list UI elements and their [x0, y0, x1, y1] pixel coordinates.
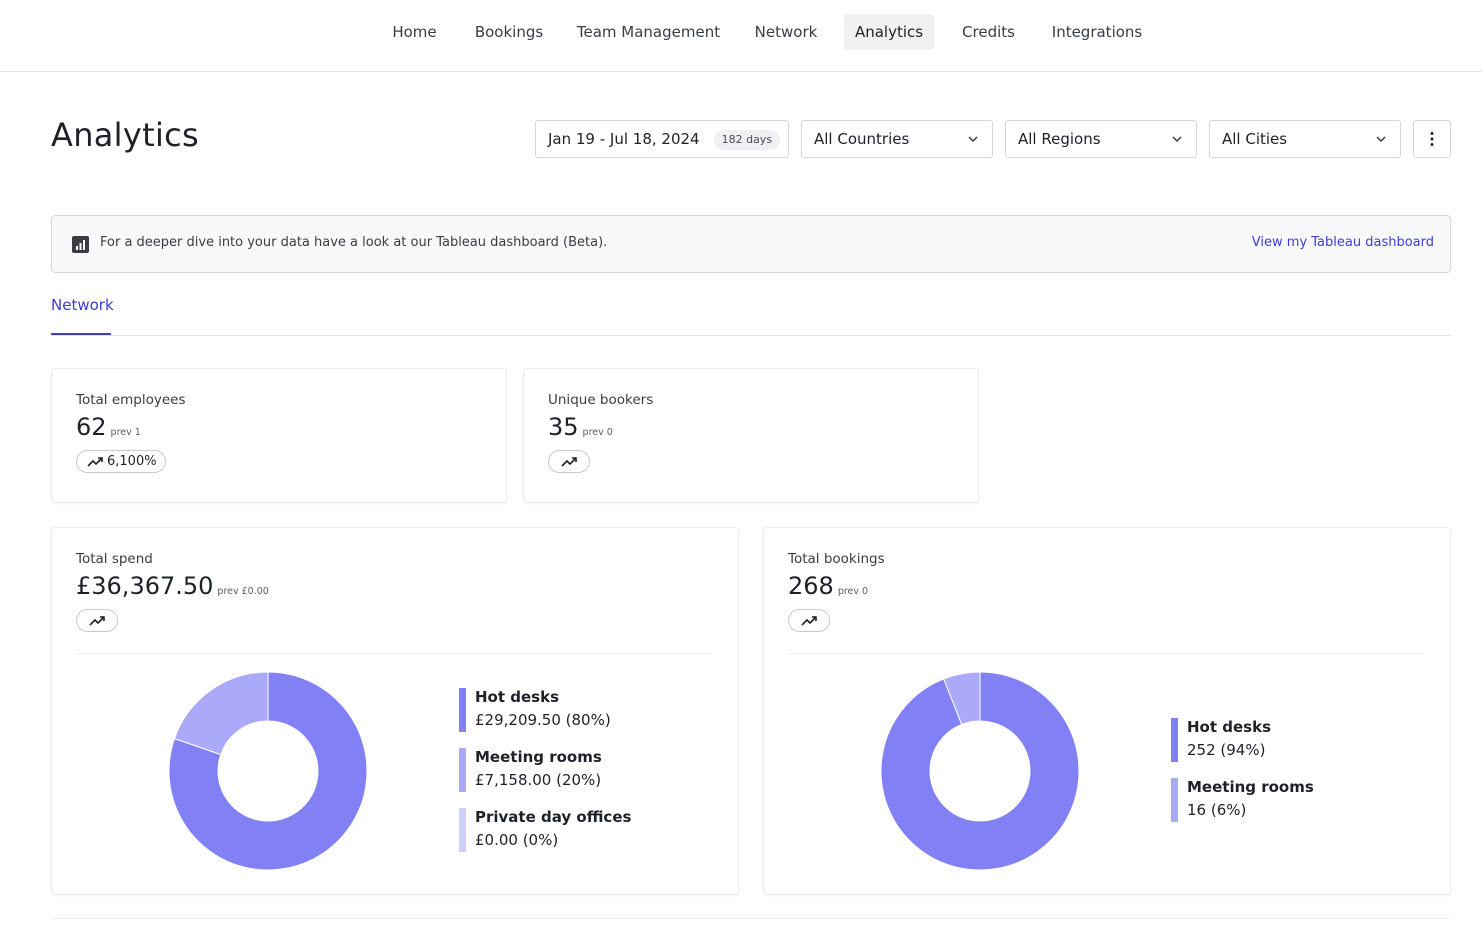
trend-up-icon [801, 616, 817, 626]
card-label: Total bookings [788, 551, 885, 567]
trend-change: 6,100% [107, 454, 157, 469]
nav-item-analytics[interactable]: Analytics [844, 14, 934, 50]
legend-value: 252 (94%) [1187, 741, 1266, 759]
tab-bar: Network [51, 290, 1451, 336]
card-label: Unique bookers [548, 392, 654, 408]
nav-item-bookings[interactable]: Bookings [474, 23, 544, 41]
days-badge: 182 days [713, 130, 781, 150]
legend-name: Private day offices [475, 808, 632, 826]
donut-slice-meeting-rooms[interactable] [943, 671, 981, 726]
card-label: Total spend [76, 551, 153, 567]
stat-value: £36,367.50 [76, 572, 214, 600]
top-navigation: Home Bookings Team Management Network An… [0, 0, 1482, 72]
kebab-icon [1430, 132, 1434, 146]
total-spend-card: Total spend £36,367.50 prev £0.00 Hot des… [51, 527, 739, 895]
legend-name: Meeting rooms [1187, 778, 1314, 796]
legend-name: Hot desks [475, 688, 559, 706]
total-bookings-card: Total bookings 268 prev 0 Hot desks 252 (9… [763, 527, 1451, 895]
city-select-value: All Cities [1222, 130, 1288, 148]
nav-item-home[interactable]: Home [392, 23, 437, 41]
legend-value: £7,158.00 (20%) [475, 771, 602, 789]
country-select[interactable]: All Countries [801, 120, 993, 158]
stat-value: 35 [548, 413, 579, 441]
more-options-button[interactable] [1413, 120, 1451, 158]
legend-name: Hot desks [1187, 718, 1271, 736]
stat-value: 268 [788, 572, 834, 600]
stat-value: 62 [76, 413, 107, 441]
legend-value: £0.00 (0%) [475, 831, 559, 849]
section-divider [51, 918, 1451, 919]
legend-value: £29,209.50 (80%) [475, 711, 611, 729]
bookings-donut-chart [880, 671, 1080, 871]
tableau-banner: For a deeper dive into your data have a … [51, 215, 1451, 273]
card-value: 62 prev 1 [76, 413, 141, 441]
prev-value: prev 1 [110, 427, 141, 438]
date-range-picker[interactable]: Jan 19 - Jul 18, 2024 182 days [535, 120, 789, 158]
chevron-down-icon [1172, 136, 1182, 143]
legend-swatch [459, 808, 466, 852]
legend-name: Meeting rooms [475, 748, 602, 766]
banner-text: For a deeper dive into your data have a … [100, 235, 608, 250]
trend-pill [788, 609, 830, 632]
donut-slice-hot-desks[interactable] [168, 671, 368, 871]
legend-swatch [1171, 778, 1178, 822]
chevron-down-icon [968, 136, 978, 143]
tab-network[interactable]: Network [51, 296, 114, 314]
total-employees-card: Total employees 62 prev 1 6,100% [51, 368, 507, 503]
legend-swatch [459, 688, 466, 732]
chevron-down-icon [1376, 136, 1386, 143]
card-divider [76, 653, 712, 654]
date-range-label: Jan 19 - Jul 18, 2024 [548, 130, 700, 148]
prev-value: prev 0 [582, 427, 613, 438]
bar-chart-icon [72, 236, 89, 253]
trend-pill: 6,100% [76, 450, 166, 473]
prev-value: prev 0 [837, 586, 869, 597]
active-tab-indicator [51, 333, 111, 335]
trend-pill [548, 450, 590, 473]
donut-slice-meeting-rooms[interactable] [173, 671, 269, 756]
card-divider [788, 653, 1424, 654]
prev-value: prev £0.00 [217, 586, 269, 597]
card-value: £36,367.50 prev £0.00 [76, 572, 269, 600]
country-select-value: All Countries [814, 130, 910, 148]
legend-swatch [1171, 718, 1178, 762]
trend-up-icon [561, 457, 577, 467]
card-value: 268 prev 0 [788, 572, 868, 600]
page-title: Analytics [51, 116, 200, 154]
trend-up-icon [89, 616, 105, 626]
region-select-value: All Regions [1018, 130, 1101, 148]
trend-up-icon [87, 457, 103, 467]
view-tableau-dashboard-link[interactable]: View my Tableau dashboard [1251, 235, 1434, 250]
spend-donut-chart [168, 671, 368, 871]
donut-slice-hot-desks[interactable] [880, 671, 1080, 871]
region-select[interactable]: All Regions [1005, 120, 1197, 158]
legend-swatch [459, 748, 466, 792]
nav-item-integrations[interactable]: Integrations [1051, 23, 1143, 41]
trend-pill [76, 609, 118, 632]
card-value: 35 prev 0 [548, 413, 613, 441]
nav-item-credits[interactable]: Credits [962, 23, 1015, 41]
city-select[interactable]: All Cities [1209, 120, 1401, 158]
legend-value: 16 (6%) [1187, 801, 1247, 819]
card-label: Total employees [76, 392, 186, 408]
nav-item-network[interactable]: Network [754, 23, 818, 41]
unique-bookers-card: Unique bookers 35 prev 0 [523, 368, 979, 503]
nav-item-team-management[interactable]: Team Management [576, 23, 721, 41]
